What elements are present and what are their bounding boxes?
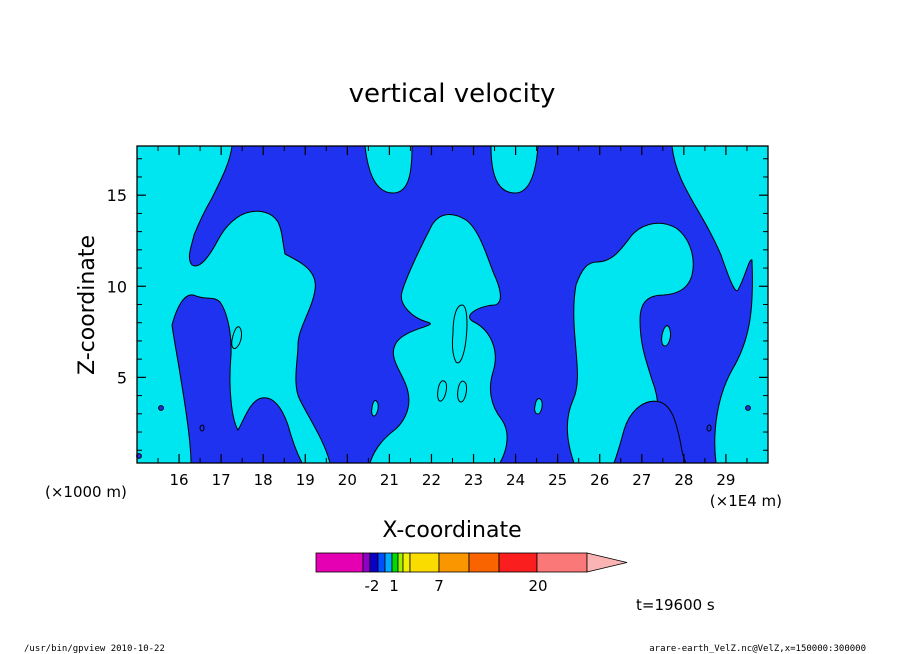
downdraft-spot bbox=[199, 424, 205, 432]
colorbar-swatch bbox=[402, 552, 411, 573]
y-axis-title: Z-coordinate bbox=[75, 235, 100, 375]
updraft-cell bbox=[371, 400, 379, 417]
x-tick-label: 21 bbox=[380, 471, 399, 489]
contour-fills bbox=[136, 145, 753, 464]
colorbar-label: 20 bbox=[528, 577, 547, 595]
colorbar-swatch bbox=[362, 552, 371, 573]
colorbar bbox=[315, 552, 628, 573]
colorbar-swatch bbox=[498, 552, 538, 573]
x-tick-label: 17 bbox=[212, 471, 231, 489]
x-tick-label: 26 bbox=[590, 471, 609, 489]
colorbar-swatch bbox=[468, 552, 500, 573]
updraft-cell bbox=[661, 325, 671, 347]
y-axis: 5 10 15 bbox=[107, 158, 768, 451]
updraft-cell bbox=[451, 304, 468, 364]
footer-left: /usr/bin/gpview 2010-10-22 bbox=[24, 644, 165, 654]
x-tick-label: 22 bbox=[422, 471, 441, 489]
colorbar-label: 7 bbox=[434, 577, 444, 595]
updraft-cell bbox=[437, 380, 447, 402]
x-tick-label: 28 bbox=[674, 471, 693, 489]
downdraft-spot bbox=[158, 405, 164, 411]
colorbar-swatch bbox=[377, 552, 386, 573]
colorbar-swatch bbox=[315, 552, 364, 573]
updraft-cell bbox=[534, 398, 543, 415]
colorbar-swatch bbox=[391, 552, 399, 573]
colorbar-swatch bbox=[536, 552, 588, 573]
x-axis: 16 17 18 19 20 21 22 23 24 25 26 27 28 29 bbox=[157, 146, 748, 489]
x-tick-label: 27 bbox=[632, 471, 651, 489]
x-tick-label: 20 bbox=[338, 471, 357, 489]
x-axis-title: X-coordinate bbox=[382, 518, 521, 543]
x-tick-label: 23 bbox=[464, 471, 483, 489]
downdraft-spot bbox=[706, 424, 712, 432]
x-tick-label: 25 bbox=[548, 471, 567, 489]
colorbar-label: 1 bbox=[389, 577, 399, 595]
downdraft-lobe bbox=[171, 294, 303, 464]
colorbar-swatch bbox=[384, 552, 393, 573]
updraft-cell bbox=[231, 326, 242, 349]
x-tick-label: 16 bbox=[170, 471, 189, 489]
colorbar-swatch bbox=[397, 552, 404, 573]
x-unit-right: (×1E4 m) bbox=[710, 492, 782, 510]
y-tick-label: 15 bbox=[107, 186, 127, 205]
colorbar-extend-arrow bbox=[586, 552, 628, 573]
downdraft-lobe bbox=[613, 400, 687, 464]
downdraft-spot bbox=[745, 405, 751, 411]
time-label: t=19600 s bbox=[636, 596, 715, 614]
x-unit-left: (×1000 m) bbox=[45, 483, 127, 501]
x-tick-label: 19 bbox=[296, 471, 315, 489]
y-tick-label: 10 bbox=[107, 277, 127, 296]
updraft-cell bbox=[457, 380, 467, 403]
colorbar-swatch bbox=[409, 552, 440, 573]
colorbar-swatch bbox=[369, 552, 379, 573]
y-tick-label: 5 bbox=[117, 368, 127, 387]
contour-plot-area bbox=[136, 145, 769, 464]
colorbar-labels: -2 1 7 20 bbox=[365, 577, 548, 595]
x-tick-label: 24 bbox=[506, 471, 525, 489]
x-tick-label: 29 bbox=[716, 471, 735, 489]
downdraft-region bbox=[188, 145, 753, 464]
colorbar-label: -2 bbox=[365, 577, 380, 595]
chart-title: vertical velocity bbox=[349, 79, 556, 109]
x-tick-label: 18 bbox=[254, 471, 273, 489]
colorbar-swatch bbox=[438, 552, 470, 573]
footer-right: arare-earth_VelZ.nc@VelZ,x=150000:300000 bbox=[649, 644, 866, 654]
